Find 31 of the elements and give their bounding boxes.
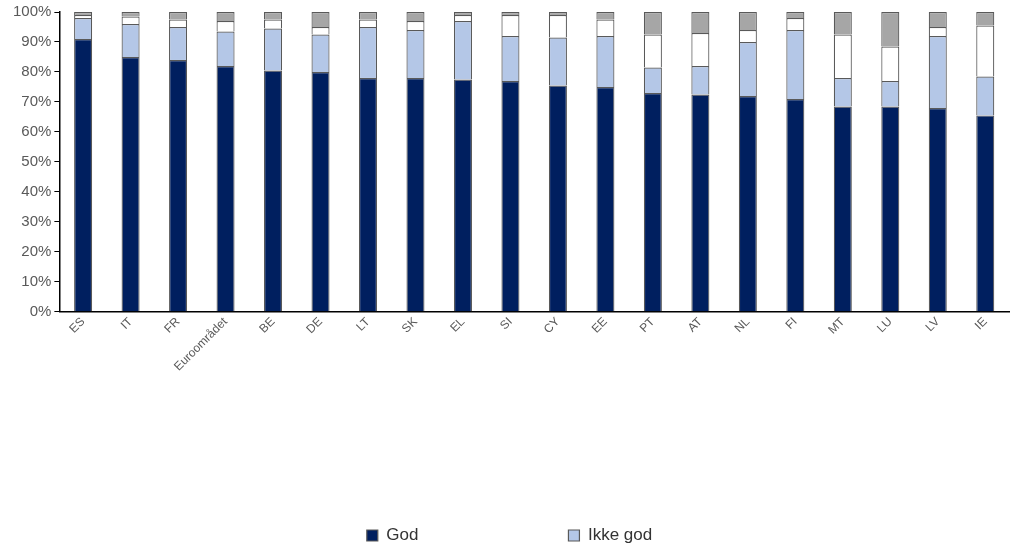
x-tick-label: IE — [971, 314, 990, 333]
x-tick-label: NL — [731, 314, 753, 336]
x-tick-label: IT — [117, 313, 136, 332]
x-tick-label: AT — [684, 313, 706, 335]
y-tick-label: 70% — [21, 92, 52, 110]
x-tick-label: PT — [636, 313, 658, 336]
x-tick-label: FI — [782, 314, 800, 332]
x-tick-label: EL — [447, 314, 468, 335]
x-tick-label: SI — [496, 314, 515, 333]
x-tick-label: LV — [922, 314, 943, 335]
x-tick-label: EE — [588, 314, 610, 336]
y-tick-label: 40% — [21, 182, 52, 199]
legend-label: God — [386, 525, 419, 545]
y-tick-label: 50% — [21, 152, 52, 170]
y-tick-label: 30% — [21, 211, 52, 229]
y-tick-label: 60% — [21, 122, 52, 140]
x-tick-label: MT — [825, 313, 848, 337]
x-tick-label: ES — [66, 314, 88, 336]
x-tick-label: LT — [353, 313, 373, 334]
x-tick-label: BE — [256, 314, 278, 336]
x-tick-label: DE — [303, 314, 325, 337]
y-tick-label: 10% — [21, 271, 52, 289]
y-tick-label: 100% — [12, 2, 52, 20]
y-tick-label: 20% — [21, 241, 52, 259]
y-tick-label: 90% — [21, 32, 52, 50]
y-tick-label: 80% — [21, 62, 52, 80]
x-tick-label: LU — [874, 314, 895, 336]
y-tick-label: 0% — [29, 301, 52, 319]
x-tick-label: CY — [540, 314, 563, 337]
legend-label: Ikke god — [587, 525, 653, 545]
x-tick-label: SK — [398, 314, 420, 336]
